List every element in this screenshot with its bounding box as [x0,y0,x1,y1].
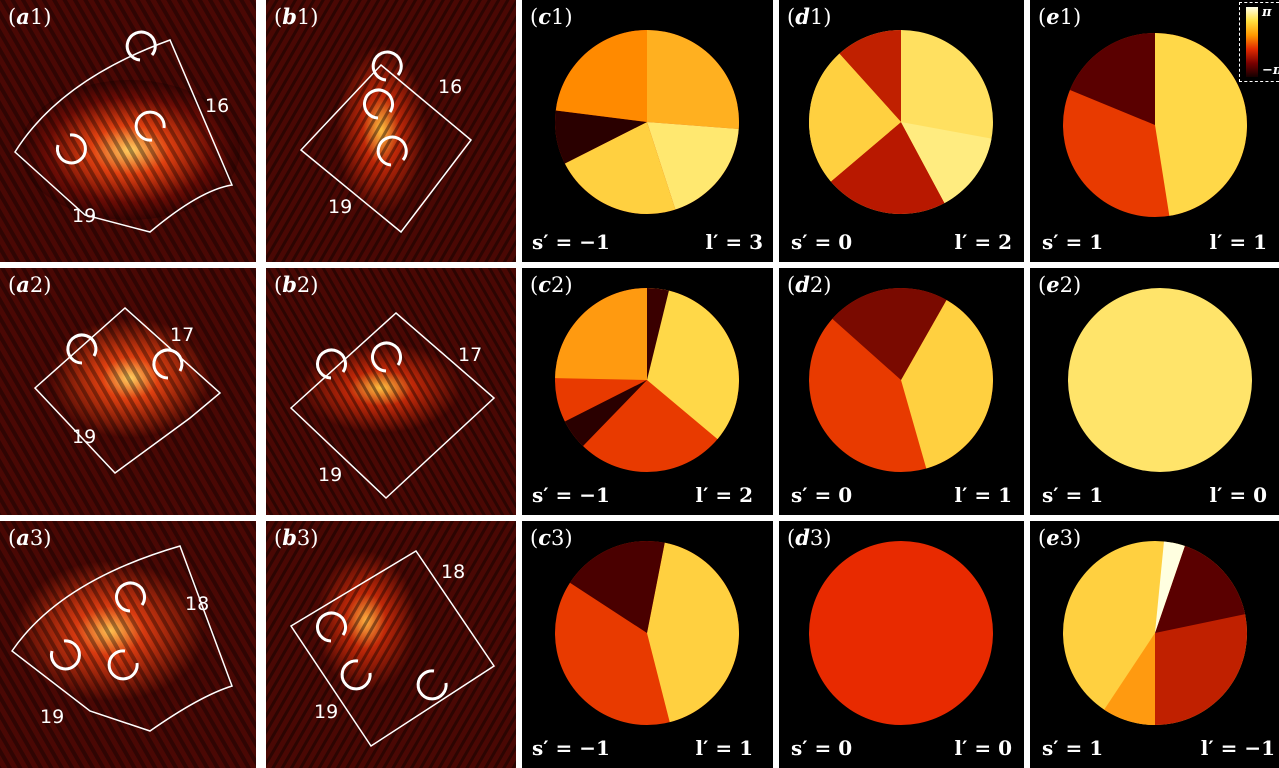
panel-label-e3: (e3) [1038,525,1082,550]
panel-label-d1: (d1) [787,4,832,29]
oam-label: l′ = 1 [695,736,753,760]
panel-d1: (d1) s′ = 0 l′ = 2 [779,0,1024,262]
spin-label: s′ = −1 [532,736,610,760]
label-number: 17 [458,344,483,366]
panel-d2: (d2) s′ = 0 l′ = 1 [779,268,1024,515]
phase-map-c1 [555,30,739,214]
spin-label: s′ = −1 [532,483,610,507]
colorbar-gradient [1246,7,1258,77]
panel-label-b1: (b1) [274,4,319,29]
oam-label: l′ = 2 [954,230,1012,254]
panel-label-c3: (c3) [530,525,573,550]
panel-d3: (d3) s′ = 0 l′ = 0 [779,521,1024,768]
spin-label: s′ = 0 [791,230,853,254]
phase-map-e3 [1063,541,1247,725]
speckle-pattern-b1 [266,0,516,262]
speckle-pattern-b2 [266,268,516,515]
panel-a2: (a2) 17 19 [0,268,256,515]
label-number: 16 [205,95,230,117]
speckle-pattern-a3 [0,521,256,768]
oam-label: l′ = 1 [954,483,1012,507]
label-number: 19 [72,426,97,448]
speckle-pattern-b3 [266,521,516,768]
phase-map-d1 [809,30,993,214]
panel-b2: (b2) 17 19 [266,268,516,515]
oam-label: l′ = 3 [705,230,763,254]
panel-label-d2: (d2) [787,272,832,297]
colorbar-min-label: −π [1262,63,1279,78]
spin-label: s′ = 1 [1042,230,1104,254]
oam-label: l′ = 0 [1209,483,1267,507]
spin-label: s′ = 0 [791,483,853,507]
phase-map-e1 [1063,33,1247,217]
spin-label: s′ = 0 [791,736,853,760]
panel-label-a1: (a1) [8,4,52,29]
panel-c3: (c3) s′ = −1 l′ = 1 [522,521,773,768]
panel-label-b3: (b3) [274,525,319,550]
label-number: 19 [40,706,65,728]
label-number: 18 [185,593,210,615]
phase-map-e2 [1068,288,1252,472]
spin-label: s′ = −1 [532,230,610,254]
panel-b3: (b3) 18 19 [266,521,516,768]
label-number: 18 [441,561,466,583]
phase-map-d2 [809,288,993,472]
label-number: 16 [438,76,463,98]
panel-label-a2: (a2) [8,272,52,297]
label-number: 19 [72,205,97,227]
panel-label-d3: (d3) [787,525,832,550]
spin-label: s′ = 1 [1042,736,1104,760]
speckle-pattern-a1 [0,0,256,262]
panel-label-e2: (e2) [1038,272,1082,297]
phase-map-d3 [809,541,993,725]
phase-map-c2 [555,288,739,472]
panel-a1: (a1) 16 19 [0,0,256,262]
spin-label: s′ = 1 [1042,483,1104,507]
panel-e2: (e2) s′ = 1 l′ = 0 [1030,268,1279,515]
panel-label-a3: (a3) [8,525,52,550]
panel-b1: (b1) 16 19 [266,0,516,262]
oam-label: l′ = −1 [1200,736,1275,760]
panel-label-b2: (b2) [274,272,319,297]
panel-e1: (e1) π −π s′ = 1 l′ = 1 [1030,0,1279,262]
oam-label: l′ = 2 [695,483,753,507]
panel-c1: (c1) s′ = −1 l′ = 3 [522,0,773,262]
colorbar: π −π [1239,2,1279,82]
panel-a3: (a3) 18 19 [0,521,256,768]
label-number: 19 [314,701,339,723]
panel-e3: (e3) s′ = 1 l′ = −1 [1030,521,1279,768]
oam-label: l′ = 0 [954,736,1012,760]
label-number: 19 [318,464,343,486]
panel-label-e1: (e1) [1038,4,1082,29]
label-number: 19 [328,196,353,218]
panel-c2: (c2) s′ = −1 l′ = 2 [522,268,773,515]
colorbar-max-label: π [1262,5,1272,20]
label-number: 17 [170,324,195,346]
panel-label-c1: (c1) [530,4,573,29]
phase-map-c3 [555,541,739,725]
speckle-pattern-a2 [0,268,256,515]
oam-label: l′ = 1 [1209,230,1267,254]
panel-label-c2: (c2) [530,272,573,297]
